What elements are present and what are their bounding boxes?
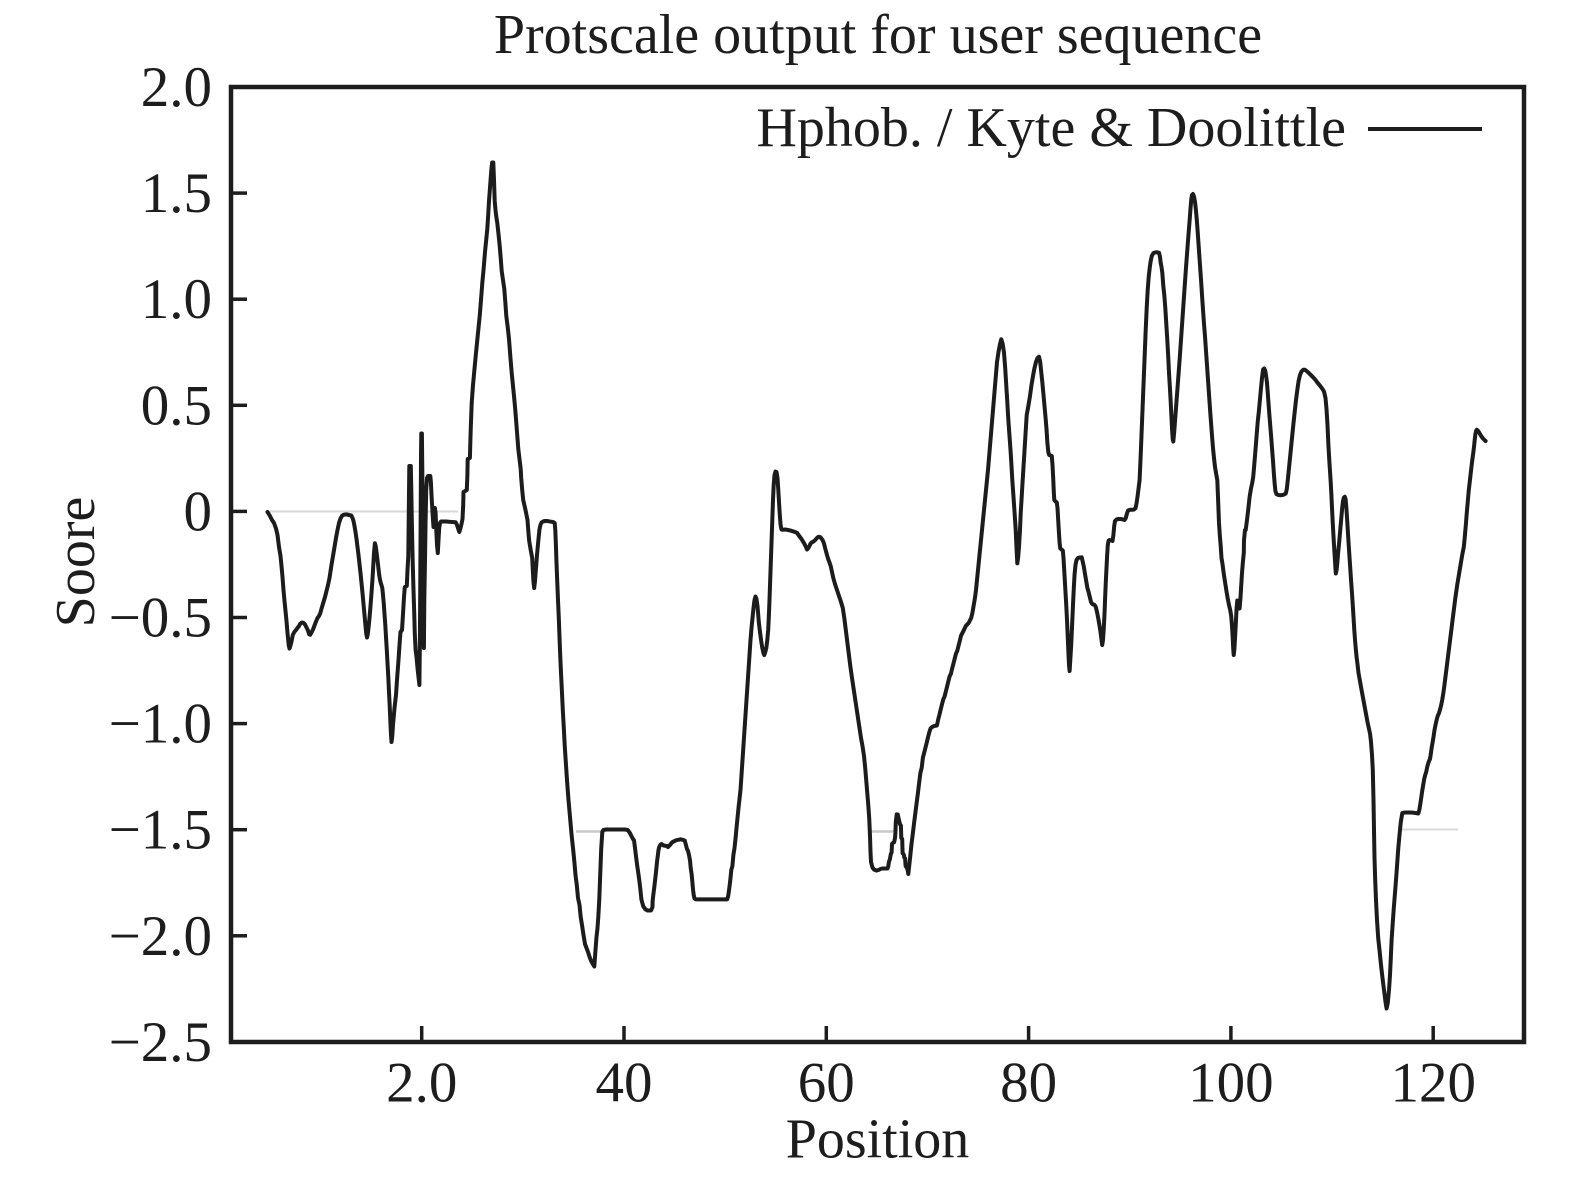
svg-text:Hphob. / Kyte & Doolittle: Hphob. / Kyte & Doolittle xyxy=(756,97,1346,159)
svg-text:Position: Position xyxy=(786,1109,970,1171)
svg-text:40: 40 xyxy=(596,1052,653,1115)
svg-text:0: 0 xyxy=(184,480,213,543)
svg-text:0.5: 0.5 xyxy=(141,374,212,437)
svg-text:2.0: 2.0 xyxy=(141,56,212,119)
svg-text:2.0: 2.0 xyxy=(386,1052,457,1115)
svg-text:−1.0: −1.0 xyxy=(109,693,212,756)
svg-text:−2.0: −2.0 xyxy=(109,905,212,968)
svg-text:100: 100 xyxy=(1188,1052,1274,1115)
svg-text:Soore: Soore xyxy=(45,497,107,628)
svg-text:120: 120 xyxy=(1390,1052,1476,1115)
svg-text:−2.5: −2.5 xyxy=(109,1011,212,1074)
svg-text:80: 80 xyxy=(1000,1052,1057,1115)
svg-text:60: 60 xyxy=(798,1052,855,1115)
svg-text:Protscale output for user sequ: Protscale output for user sequence xyxy=(494,4,1262,66)
svg-text:−0.5: −0.5 xyxy=(109,587,212,650)
svg-text:−1.5: −1.5 xyxy=(109,799,212,862)
svg-text:1.0: 1.0 xyxy=(141,268,212,331)
svg-text:1.5: 1.5 xyxy=(141,162,212,225)
